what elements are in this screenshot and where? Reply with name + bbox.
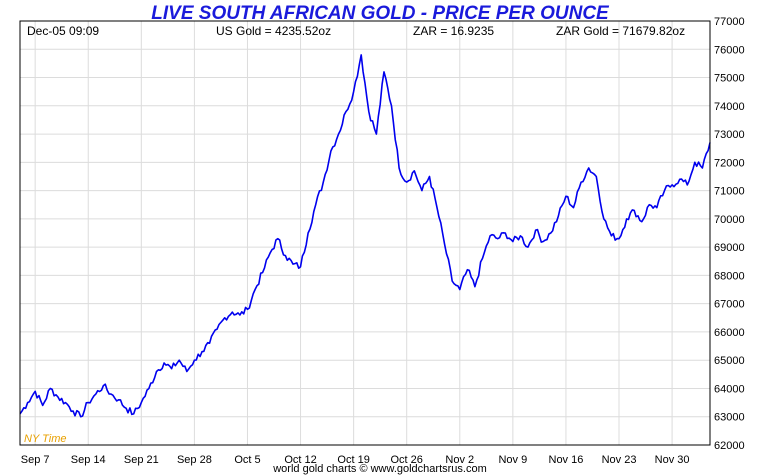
x-tick-label: Sep 21 xyxy=(124,454,159,466)
y-tick-label: 73000 xyxy=(714,129,745,141)
y-tick-label: 66000 xyxy=(714,327,745,339)
header-zar-gold: ZAR Gold = 71679.82oz xyxy=(556,24,685,38)
x-axis: Sep 7 Sep 14 Sep 21 Sep 28 Oct 5 Oct 12 Oct 19… xyxy=(21,454,690,466)
x-tick-label: Nov 30 xyxy=(655,454,690,466)
x-tick-label: Sep 7 xyxy=(21,454,50,466)
y-tick-label: 72000 xyxy=(714,157,745,169)
y-tick-label: 65000 xyxy=(714,355,745,367)
x-tick-label: Nov 16 xyxy=(549,454,584,466)
x-tick-label: Nov 9 xyxy=(498,454,527,466)
x-tick-label: Sep 14 xyxy=(71,454,106,466)
y-tick-label: 68000 xyxy=(714,270,745,282)
footer-credit: world gold charts © www.goldchartsrus.co… xyxy=(272,463,487,475)
y-tick-label: 76000 xyxy=(714,44,745,56)
plot-frame xyxy=(19,20,711,446)
time-zone-label: NY Time xyxy=(24,433,67,445)
y-tick-label: 70000 xyxy=(714,214,745,226)
chart-title: LIVE SOUTH AFRICAN GOLD - PRICE PER OUNC… xyxy=(151,3,610,24)
y-tick-label: 75000 xyxy=(714,73,745,85)
y-tick-label: 62000 xyxy=(714,440,745,452)
y-axis: 62000 63000 64000 65000 66000 67000 68000 69000… xyxy=(714,16,745,452)
y-tick-label: 63000 xyxy=(714,412,745,424)
header-us-gold: US Gold = 4235.52oz xyxy=(216,24,331,38)
x-tick-label: Oct 26 xyxy=(391,454,423,466)
y-tick-label: 74000 xyxy=(714,101,745,113)
header-datetime: Dec-05 09:09 xyxy=(27,24,99,38)
y-tick-label: 64000 xyxy=(714,383,745,395)
x-tick-label: Oct 5 xyxy=(234,454,260,466)
price-series-line xyxy=(19,54,711,418)
x-tick-label: Sep 28 xyxy=(177,454,212,466)
y-tick-label: 71000 xyxy=(714,186,745,198)
gridlines xyxy=(20,21,710,445)
x-tick-label: Nov 23 xyxy=(602,454,637,466)
x-tick-label: Oct 19 xyxy=(337,454,369,466)
y-tick-label: 77000 xyxy=(714,16,745,28)
series-layer xyxy=(19,54,711,418)
x-tick-label: Oct 12 xyxy=(284,454,316,466)
header-zar-rate: ZAR = 16.9235 xyxy=(413,24,494,38)
y-tick-label: 67000 xyxy=(714,299,745,311)
y-tick-label: 69000 xyxy=(714,242,745,254)
x-tick-label: Nov 2 xyxy=(445,454,474,466)
